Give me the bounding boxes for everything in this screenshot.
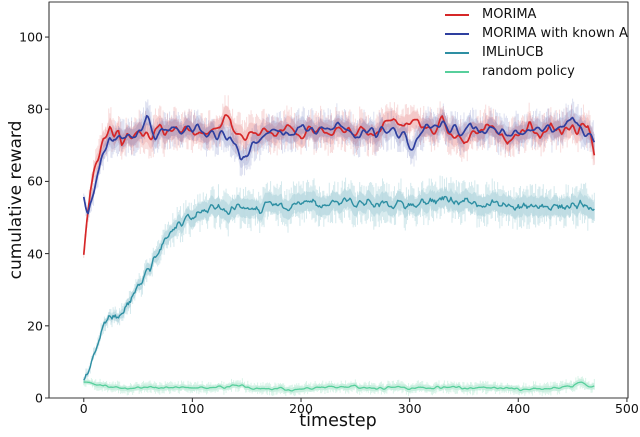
x-tick-label: 0 xyxy=(79,401,88,416)
x-tick-label: 200 xyxy=(289,401,313,416)
y-tick-label: 20 xyxy=(27,318,43,334)
legend-label: MORIMA xyxy=(482,7,537,22)
legend-line-swatch xyxy=(445,51,469,54)
y-tick-label: 40 xyxy=(27,246,43,262)
legend-label: random policy xyxy=(482,64,575,79)
legend-line-swatch xyxy=(445,13,469,16)
legend-label: IMLinUCB xyxy=(482,45,544,60)
legend-row: MORIMA xyxy=(445,5,628,24)
x-axis-label: timestep xyxy=(299,411,377,431)
legend-label: MORIMA with known A xyxy=(482,26,628,41)
y-tick-label: 60 xyxy=(27,173,43,189)
legend: MORIMA MORIMA with known A IMLinUCB random … xyxy=(445,5,628,81)
x-tick-label: 300 xyxy=(397,401,422,416)
legend-row: random policy xyxy=(445,62,628,81)
y-tick-label: 100 xyxy=(19,29,43,45)
y-axis-label: cumulative reward xyxy=(6,120,26,280)
legend-line-swatch xyxy=(445,32,469,35)
y-tick-label: 0 xyxy=(35,390,43,406)
legend-row: IMLinUCB xyxy=(445,43,628,62)
y-tick-label: 80 xyxy=(27,101,43,117)
x-tick-label: 100 xyxy=(180,401,205,416)
legend-line-swatch xyxy=(445,70,469,73)
legend-row: MORIMA with known A xyxy=(445,24,628,43)
x-tick-label: 500 xyxy=(614,401,639,416)
x-tick-label: 400 xyxy=(506,401,531,416)
